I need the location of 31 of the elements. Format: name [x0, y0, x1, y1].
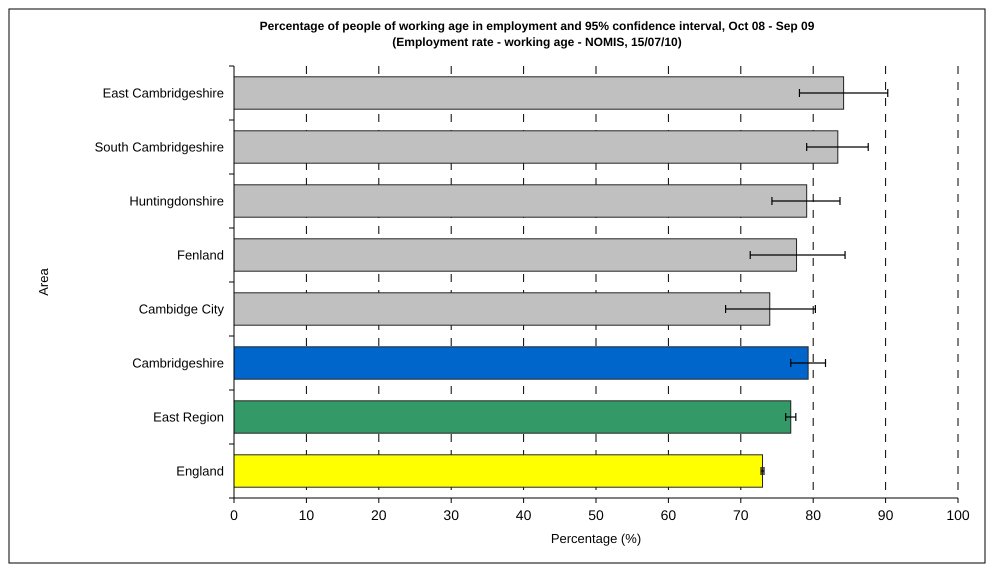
- y-tick-label: Cambridgeshire: [132, 356, 224, 371]
- chart-subtitle: (Employment rate - working age - NOMIS, 15/07/10): [392, 35, 682, 49]
- x-tick-label: 10: [298, 507, 314, 523]
- x-tick-label: 20: [371, 507, 387, 523]
- y-tick-label: East Region: [153, 410, 224, 425]
- chart-title: Percentage of people of working age in employment and 95% confidence interval, Oct 08 - Sep 09: [260, 19, 815, 33]
- x-tick-label: 100: [946, 507, 970, 523]
- x-tick-label: 80: [805, 507, 822, 523]
- bar: [234, 130, 838, 164]
- x-tick-label: 60: [660, 507, 676, 523]
- y-tick-label: England: [176, 464, 224, 479]
- x-axis-title: Percentage (%): [550, 531, 642, 546]
- x-tick-label: 0: [230, 507, 238, 523]
- y-tick-label: Cambidge City: [138, 302, 224, 317]
- bar: [234, 292, 770, 326]
- bar: [234, 346, 809, 380]
- y-axis-title: Area: [36, 268, 51, 296]
- x-tick-label: 30: [443, 507, 460, 523]
- x-tick-label: 50: [588, 507, 604, 523]
- x-tick-label: 70: [733, 507, 749, 523]
- y-tick-label: Fenland: [177, 248, 224, 263]
- bar: [234, 76, 844, 110]
- bar: [234, 400, 792, 434]
- y-tick-label: East Cambridgeshire: [102, 86, 224, 101]
- bar: [234, 184, 808, 218]
- y-tick-label: Huntingdonshire: [129, 194, 224, 209]
- x-tick-label: 40: [516, 507, 532, 523]
- y-tick-label: South Cambridgeshire: [94, 140, 224, 155]
- x-tick-label: 90: [878, 507, 894, 523]
- bar: [234, 454, 764, 488]
- bar: [234, 238, 798, 272]
